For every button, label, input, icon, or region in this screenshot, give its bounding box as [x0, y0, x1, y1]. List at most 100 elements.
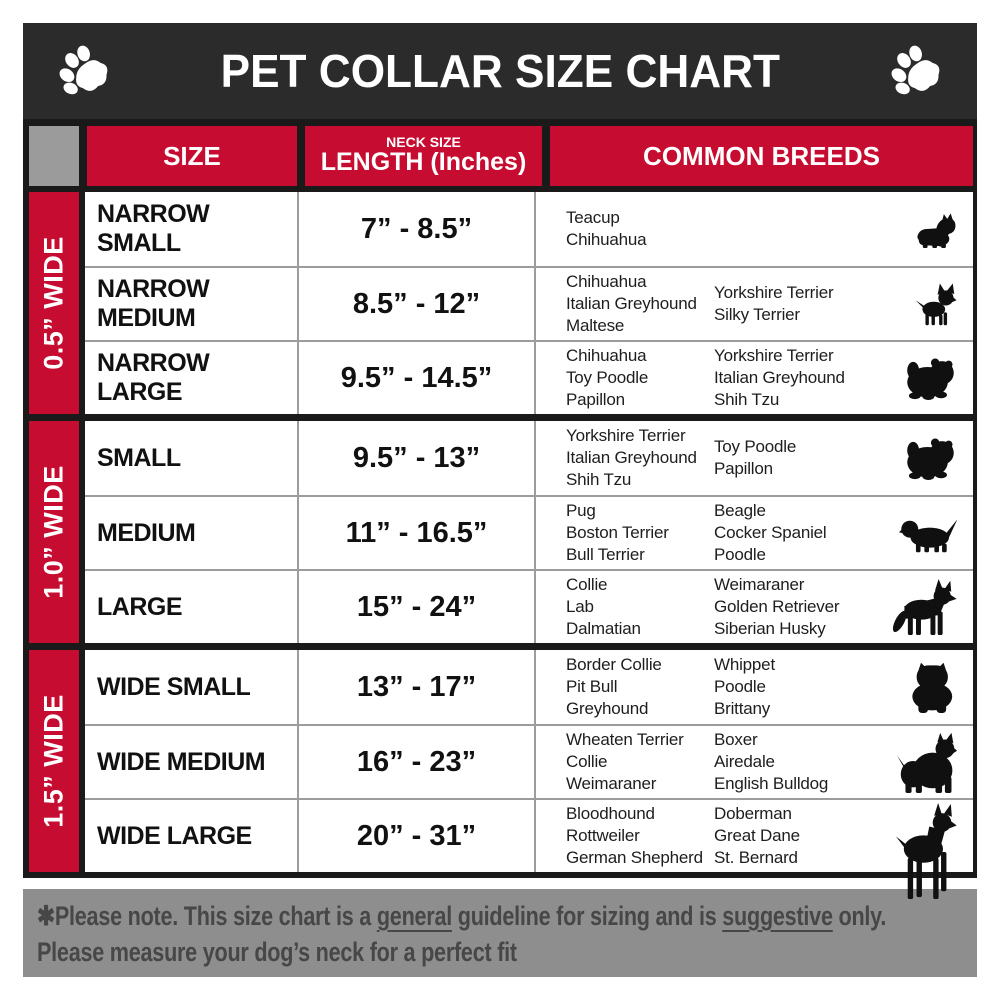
- length-value: 9.5” - 13”: [352, 441, 481, 474]
- breed-name: Cocker Spaniel: [714, 523, 827, 543]
- column-header-length-label: LENGTH (Inches): [320, 148, 527, 177]
- breed-name: Italian Greyhound: [714, 368, 845, 388]
- dog-icon-wrap: [888, 579, 957, 635]
- size-label: MEDIUM: [97, 518, 196, 547]
- length-cell: 9.5” - 13”: [299, 421, 536, 495]
- breeds-column-1: Teacup Chihuahua: [566, 207, 714, 251]
- column-header-size: SIZE: [87, 126, 297, 186]
- footer-note-segment: only.: [832, 901, 887, 931]
- dog-icon-wrap: [903, 436, 957, 480]
- breeds-cell: Bloodhound Rottweiler German Shepherd Dobe…: [536, 800, 973, 899]
- length-cell: 8.5” - 12”: [299, 268, 536, 340]
- breeds-column-1: Chihuahua Toy Poodle Papillon: [566, 345, 714, 410]
- length-value: 9.5” - 14.5”: [340, 361, 493, 394]
- breeds-column-1: Border Collie Pit Bull Greyhound: [566, 654, 714, 719]
- pit-bull-icon: [896, 732, 957, 793]
- width-label: 1.0” WIDE: [38, 465, 69, 599]
- length-cell: 15” - 24”: [299, 571, 536, 643]
- dog-icon-wrap: [908, 282, 957, 326]
- pekingese-icon: [907, 358, 954, 400]
- breed-name: Border Collie: [566, 655, 662, 675]
- breed-name: Chihuahua: [566, 346, 647, 366]
- breeds-column-2: Whippet Poodle Brittany: [714, 654, 872, 719]
- dog-icon-wrap: [908, 661, 957, 713]
- width-group: 1.0” WIDE SMALL 9.5” - 13” Yorkshire Ter…: [29, 421, 973, 643]
- breed-name: Chihuahua: [566, 230, 647, 249]
- breed-name: Lab: [566, 597, 594, 617]
- width-label-bar: 1.0” WIDE: [29, 421, 79, 643]
- breed-name: Great Dane: [714, 826, 800, 846]
- breeds-column-1: Yorkshire Terrier Italian Greyhound Shih T…: [566, 425, 714, 490]
- table-header-row: SIZE NECK SIZE LENGTH (Inches) COMMON BR…: [29, 126, 973, 186]
- size-cell: NARROW LARGE: [85, 342, 299, 414]
- table-row: WIDE MEDIUM 16” - 23” Wheaten Terrier Col…: [85, 724, 973, 798]
- page-title: PET COLLAR SIZE CHART: [220, 45, 780, 97]
- yorkie-icon: [916, 213, 956, 248]
- length-value: 13” - 17”: [356, 670, 477, 703]
- size-label: NARROW SMALL: [97, 200, 210, 257]
- width-group: 1.5” WIDE WIDE SMALL 13” - 17” Border Co…: [29, 650, 973, 899]
- breed-name: Whippet: [714, 655, 775, 675]
- breed-name: Yorkshire Terrier: [714, 283, 834, 303]
- german-shepherd-icon: [893, 579, 957, 635]
- width-label: 1.5” WIDE: [38, 694, 69, 828]
- size-label: LARGE: [97, 592, 183, 621]
- footer-underlined-word: suggestive: [722, 901, 833, 931]
- breed-name: Pit Bull: [566, 677, 618, 697]
- breed-name: Yorkshire Terrier: [566, 426, 686, 446]
- breed-name: Papillon: [714, 459, 773, 478]
- footer-note-segment: ✱Please note. This size chart is a: [37, 901, 377, 931]
- breed-name: Weimaraner: [714, 575, 805, 595]
- breed-name: Golden Retriever: [714, 597, 840, 617]
- breed-name: Toy Poodle: [714, 437, 797, 457]
- size-label: NARROW MEDIUM: [97, 275, 210, 332]
- table-row: NARROW SMALL 7” - 8.5” Teacup Chihuahua: [85, 192, 973, 266]
- breeds-column-1: Collie Lab Dalmatian: [566, 574, 714, 639]
- doberman-icon: [896, 802, 957, 899]
- breed-name: English Bulldog: [714, 773, 829, 793]
- column-header-size-label: SIZE: [163, 140, 221, 171]
- breed-name: Italian Greyhound: [566, 294, 697, 314]
- width-label-bar: 0.5” WIDE: [29, 192, 79, 414]
- size-cell: WIDE LARGE: [85, 800, 299, 872]
- width-label-bar: 1.5” WIDE: [29, 650, 79, 872]
- group-rows: NARROW SMALL 7” - 8.5” Teacup Chihuahua N…: [85, 192, 973, 414]
- size-chart-table: SIZE NECK SIZE LENGTH (Inches) COMMON BR…: [23, 119, 977, 899]
- size-cell: LARGE: [85, 571, 299, 643]
- breed-name: Maltese: [566, 315, 625, 335]
- width-group: 0.5” WIDE NARROW SMALL 7” - 8.5” Teacup C…: [29, 192, 973, 414]
- length-cell: 20” - 31”: [299, 800, 536, 872]
- table-row: NARROW LARGE 9.5” - 14.5” Chihuahua Toy P…: [85, 340, 973, 414]
- breed-name: Boxer: [714, 730, 758, 750]
- dog-icon-wrap: [894, 802, 957, 901]
- column-header-length: NECK SIZE LENGTH (Inches): [305, 126, 542, 186]
- chihuahua-icon: [916, 283, 957, 326]
- breed-name: Collie: [566, 752, 608, 772]
- table-row: WIDE SMALL 13” - 17” Border Collie Pit Bu…: [85, 650, 973, 724]
- size-label: WIDE LARGE: [97, 821, 252, 850]
- footer-note-segment: Please measure your dog’s neck for a per…: [37, 936, 517, 967]
- breeds-column-1: Pug Boston Terrier Bull Terrier: [566, 500, 714, 565]
- size-label: WIDE MEDIUM: [97, 747, 266, 776]
- breed-name: Greyhound: [566, 698, 649, 718]
- length-value: 20” - 31”: [356, 819, 477, 852]
- breeds-cell: Teacup Chihuahua: [536, 192, 973, 266]
- footer-underlined-word: general: [376, 901, 452, 931]
- breed-name: Papillon: [566, 389, 625, 409]
- dachshund-icon: [898, 519, 957, 553]
- corner-cell: [29, 126, 79, 186]
- breed-name: Chihuahua: [566, 272, 647, 292]
- footer-note-line1: ✱Please note. This size chart is a gener…: [37, 899, 967, 935]
- breed-name: Collie: [566, 575, 608, 595]
- column-header-breeds: COMMON BREEDS: [550, 126, 973, 186]
- footer-note-segment: guideline for sizing and is: [452, 901, 723, 931]
- width-label: 0.5” WIDE: [38, 236, 69, 370]
- breed-name: Airedale: [714, 752, 775, 772]
- paw-print-icon: [59, 45, 108, 95]
- breed-name: Teacup: [566, 208, 620, 228]
- pekingese-icon: [907, 438, 954, 480]
- size-cell: WIDE SMALL: [85, 650, 299, 724]
- length-cell: 7” - 8.5”: [299, 192, 536, 266]
- dog-icon-wrap: [914, 210, 957, 248]
- breeds-cell: Chihuahua Italian Greyhound Maltese Yorksh…: [536, 268, 973, 340]
